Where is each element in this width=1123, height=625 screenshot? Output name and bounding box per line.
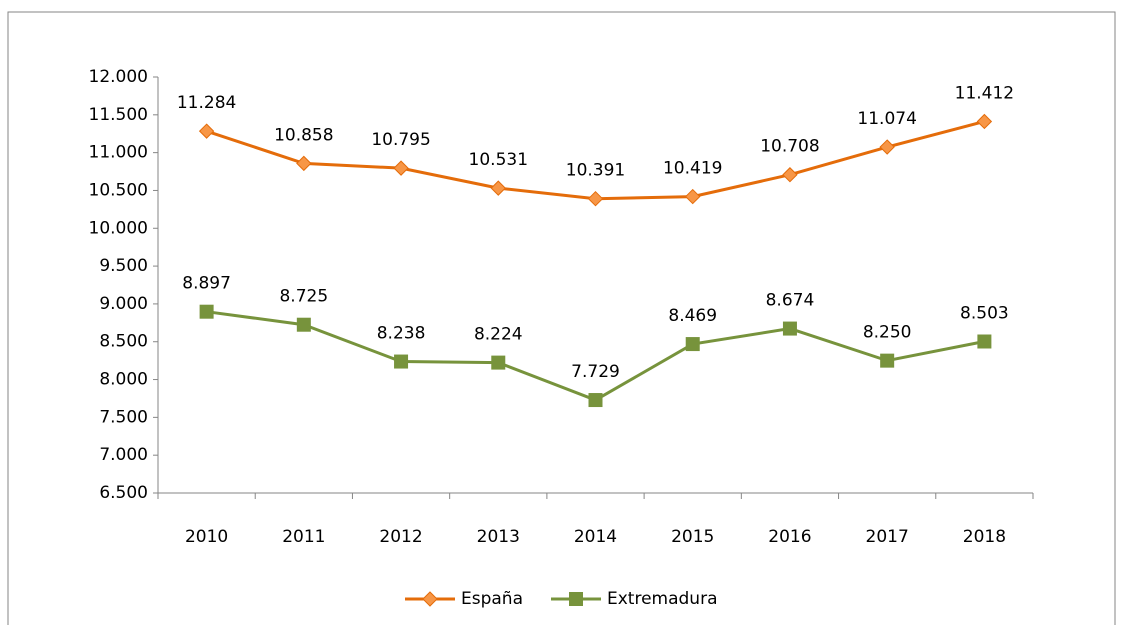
point [782,167,798,183]
point [976,113,993,130]
data-label: 10.419 [663,159,722,179]
y-tick-label: 11.000 [89,143,148,163]
data-label: 10.531 [469,150,528,170]
point [977,334,992,349]
y-tick-label: 12.000 [89,67,148,87]
data-label: 8.725 [279,287,328,307]
data-label: 8.238 [377,324,426,344]
data-label: 11.284 [177,93,236,113]
data-label: 8.224 [474,325,523,345]
data-label: 10.795 [371,130,430,150]
data-label: 7.729 [571,362,620,382]
data-label: 8.250 [863,323,912,343]
data-label: 8.674 [766,291,815,311]
legend-marker [422,591,438,607]
y-tick-label: 8.000 [99,370,148,390]
y-tick-label: 6.500 [99,483,148,503]
data-label: 10.391 [566,161,625,181]
y-tick-label: 8.500 [99,332,148,352]
y-tick-label: 7.500 [99,407,148,427]
point [588,393,603,408]
data-label: 11.412 [955,83,1014,103]
point [587,190,604,207]
data-label: 8.503 [960,304,1009,324]
point [296,155,312,172]
legend-label: Extremadura [607,589,718,609]
y-tick-label: 9.000 [99,294,148,314]
point [393,160,409,176]
legend-marker [569,592,583,606]
point [685,188,701,205]
x-tick-label: 2016 [768,527,811,547]
x-tick-label: 2012 [379,527,422,547]
point [296,317,311,332]
point [198,123,215,139]
data-label: 11.074 [857,109,916,129]
chart-border [7,11,1116,625]
data-label: 10.858 [274,125,333,145]
point [491,355,506,370]
x-tick-label: 2010 [185,527,228,547]
x-tick-label: 2013 [477,527,520,547]
y-tick-label: 11.500 [89,105,148,125]
y-tick-label: 10.000 [89,218,148,238]
x-tick-label: 2015 [671,527,714,547]
x-tick-label: 2018 [963,527,1006,547]
point [394,354,409,369]
point [880,353,895,368]
point [490,180,506,196]
y-tick-label: 7.000 [99,445,148,465]
data-label: 8.469 [668,306,717,326]
x-tick-label: 2014 [574,527,617,547]
point [782,321,797,336]
data-label: 8.897 [182,274,231,294]
legend-label: España [461,589,523,609]
point [685,337,700,352]
point [199,304,214,319]
y-tick-label: 10.500 [89,180,148,200]
x-tick-label: 2017 [866,527,909,547]
point [879,139,895,155]
y-tick-label: 9.500 [99,256,148,276]
x-tick-label: 2011 [282,527,325,547]
data-label: 10.708 [760,137,819,157]
